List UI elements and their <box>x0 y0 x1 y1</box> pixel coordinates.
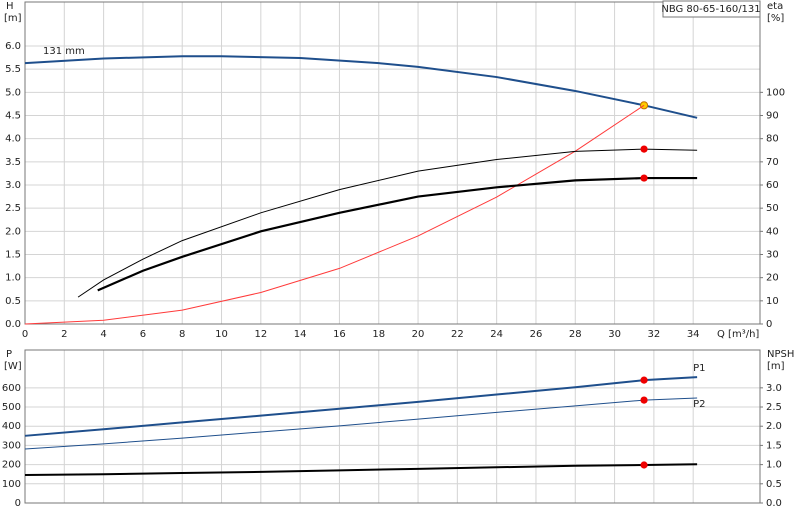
x-axis-label: Q [m³/h] <box>717 329 759 340</box>
y-tick-label: 2.5 <box>5 203 21 214</box>
x-tick-label: 4 <box>100 329 106 340</box>
y2-tick-label: 0 <box>766 319 772 330</box>
y2-axis-label: eta <box>767 1 783 12</box>
y-tick-label: 6.0 <box>5 41 21 52</box>
y-tick-label: 0 <box>15 498 21 509</box>
y-tick-label: 4.5 <box>5 111 21 122</box>
y2-tick-label: 70 <box>766 157 779 168</box>
x-tick-label: 12 <box>254 329 267 340</box>
y-axis-label: P <box>6 349 12 360</box>
y-tick-label: 3.5 <box>5 157 21 168</box>
curve <box>24 376 698 437</box>
y-axis-unit: [m] <box>4 13 22 24</box>
x-tick-label: 6 <box>140 329 146 340</box>
y2-tick-label: 20 <box>766 273 779 284</box>
duty-point <box>640 461 648 469</box>
x-tick-label: 26 <box>530 329 543 340</box>
y2-axis-unit: [m] <box>767 361 785 372</box>
curve-label: P2 <box>693 399 705 410</box>
y2-tick-label: 100 <box>766 87 785 98</box>
y2-tick-label: 1.0 <box>766 460 782 471</box>
x-tick-label: 0 <box>22 329 28 340</box>
curve <box>24 397 698 450</box>
x-tick-label: 30 <box>608 329 621 340</box>
y-axis-label: H <box>6 1 14 12</box>
y-tick-label: 600 <box>2 383 21 394</box>
curve <box>24 463 698 476</box>
y-tick-label: 100 <box>2 479 21 490</box>
duty-point <box>640 396 648 404</box>
y2-tick-label: 40 <box>766 226 779 237</box>
y-tick-label: 500 <box>2 402 21 413</box>
title-box <box>662 0 761 18</box>
x-tick-label: 16 <box>333 329 346 340</box>
duty-point <box>640 376 648 384</box>
y2-tick-label: 10 <box>766 296 779 307</box>
curve <box>24 55 698 119</box>
x-tick-label: 8 <box>179 329 185 340</box>
plot-frame <box>24 349 761 504</box>
plot-frame <box>24 1 761 325</box>
y-tick-label: 2.0 <box>5 226 21 237</box>
y2-tick-label: 80 <box>766 134 779 145</box>
curve-label: P1 <box>693 363 705 374</box>
duty-point <box>640 145 648 153</box>
curve <box>97 176 698 292</box>
y-tick-label: 5.0 <box>5 87 21 98</box>
y2-tick-label: 0.0 <box>766 498 782 509</box>
y2-tick-label: 0.5 <box>766 479 782 490</box>
x-tick-label: 2 <box>61 329 67 340</box>
y2-tick-label: 50 <box>766 203 779 214</box>
y-tick-label: 5.5 <box>5 64 21 75</box>
chart-title: NBG 80-65-160/131 <box>661 4 760 15</box>
y-tick-label: 400 <box>2 421 21 432</box>
y-tick-label: 0.5 <box>5 296 21 307</box>
x-tick-label: 14 <box>294 329 307 340</box>
y-tick-label: 1.5 <box>5 250 21 261</box>
y2-tick-label: 90 <box>766 111 779 122</box>
y2-tick-label: 2.5 <box>766 402 782 413</box>
y-tick-label: 1.0 <box>5 273 21 284</box>
y2-tick-label: 1.5 <box>766 440 782 451</box>
x-tick-label: 34 <box>687 329 700 340</box>
y2-tick-label: 30 <box>766 250 779 261</box>
y2-axis-unit: [%] <box>767 13 784 24</box>
y2-tick-label: 60 <box>766 180 779 191</box>
x-tick-label: 24 <box>490 329 503 340</box>
x-tick-label: 32 <box>648 329 661 340</box>
y-tick-label: 300 <box>2 440 21 451</box>
x-tick-label: 20 <box>412 329 425 340</box>
y-axis-unit: [W] <box>4 361 22 372</box>
x-tick-label: 28 <box>569 329 582 340</box>
y-tick-label: 4.0 <box>5 134 21 145</box>
x-tick-label: 18 <box>372 329 385 340</box>
curve-label: 131 mm <box>43 46 85 57</box>
y-tick-label: 0.0 <box>5 319 21 330</box>
y-tick-label: 3.0 <box>5 180 21 191</box>
y-tick-label: 200 <box>2 460 21 471</box>
x-tick-label: 10 <box>215 329 228 340</box>
y2-tick-label: 2.0 <box>766 421 782 432</box>
x-tick-label: 22 <box>451 329 464 340</box>
y2-axis-label: NPSH <box>767 349 794 360</box>
y2-tick-label: 3.0 <box>766 383 782 394</box>
curve <box>24 104 645 325</box>
curve <box>77 148 698 298</box>
duty-point <box>640 174 648 182</box>
